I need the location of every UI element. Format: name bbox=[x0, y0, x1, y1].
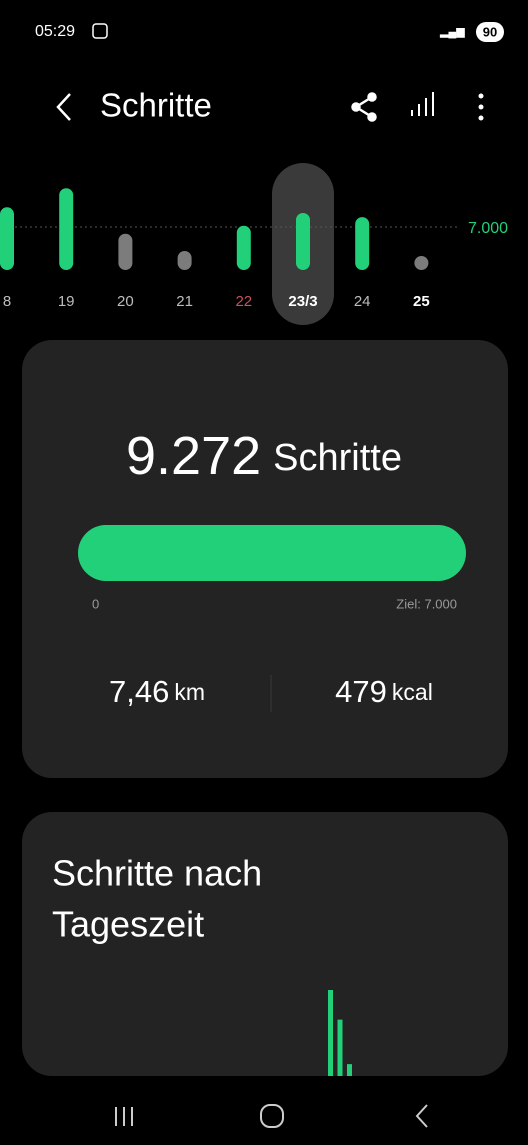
daytime-bar bbox=[328, 990, 333, 1076]
day-label: 22 bbox=[235, 293, 252, 310]
day-label: 20 bbox=[117, 293, 134, 310]
status-time: 05:29 bbox=[35, 23, 75, 40]
day-bar bbox=[355, 217, 370, 270]
share-button[interactable] bbox=[351, 92, 377, 122]
goal-label: 7.000 bbox=[468, 220, 508, 237]
page-title: Schritte bbox=[100, 87, 212, 124]
screenshot-icon bbox=[92, 23, 108, 39]
progress-fill bbox=[78, 525, 466, 581]
more-button[interactable] bbox=[478, 93, 484, 121]
day-bar bbox=[59, 188, 74, 270]
battery-level: 90 bbox=[483, 24, 497, 39]
week-chart: 7.000 8 19 20 21 22 23/3 24 25 bbox=[0, 163, 508, 325]
chart-button[interactable] bbox=[411, 92, 434, 116]
day-bar bbox=[177, 250, 192, 270]
day-bar bbox=[236, 225, 251, 270]
day-label: 8 bbox=[3, 293, 11, 310]
day-bar bbox=[118, 233, 133, 270]
day-label: 25 bbox=[413, 293, 430, 310]
goal-text: Ziel: 7.000 bbox=[396, 596, 457, 611]
daytime-title: Schritte nach bbox=[52, 853, 262, 894]
day-bar bbox=[296, 213, 310, 270]
daytime-title: Tageszeit bbox=[52, 904, 204, 945]
daytime-bars bbox=[328, 990, 352, 1076]
nav-home[interactable] bbox=[260, 1104, 284, 1128]
energy: 479 kcal bbox=[335, 674, 433, 709]
nav-recent[interactable] bbox=[115, 1107, 133, 1126]
battery-pill bbox=[476, 22, 504, 42]
day-label: 21 bbox=[176, 293, 193, 310]
back-button[interactable] bbox=[56, 93, 71, 121]
day-bar bbox=[0, 207, 14, 270]
day-label: 23/3 bbox=[288, 293, 317, 310]
daytime-bar bbox=[347, 1064, 352, 1076]
day-label: 19 bbox=[58, 293, 75, 310]
day-label: 24 bbox=[354, 293, 371, 310]
steps-total: 9.272 Schritte bbox=[126, 426, 402, 486]
daytime-card bbox=[22, 812, 508, 1076]
signal-icon: ▂▄▆ bbox=[439, 26, 465, 39]
distance: 7,46 km bbox=[109, 674, 205, 709]
nav-back[interactable] bbox=[415, 1104, 428, 1128]
progress-start: 0 bbox=[92, 596, 99, 611]
day-bar bbox=[414, 256, 429, 270]
daytime-bar bbox=[337, 1019, 343, 1076]
